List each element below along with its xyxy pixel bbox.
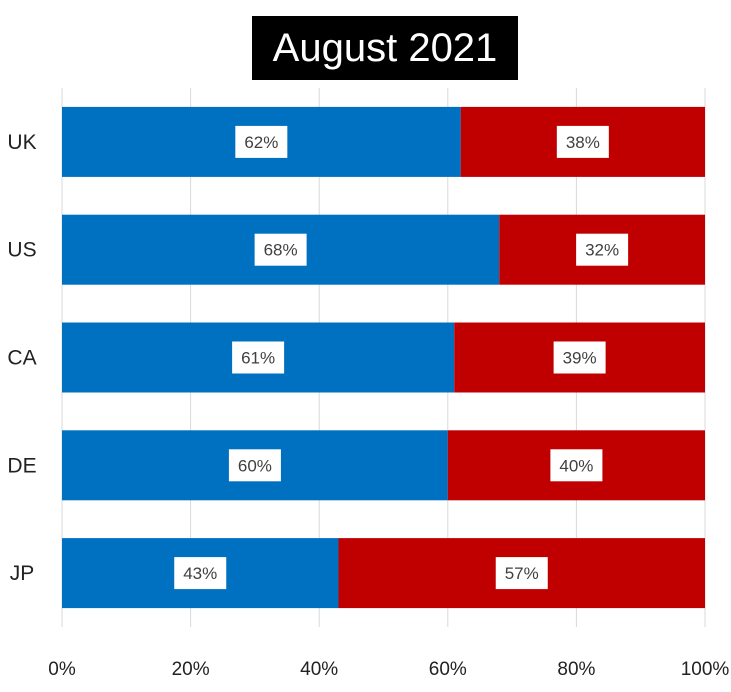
x-tick-label: 0% xyxy=(48,659,76,680)
data-label-box xyxy=(174,557,227,590)
data-label: 61% xyxy=(241,349,275,368)
x-tick-label: 40% xyxy=(300,659,338,680)
data-label-box xyxy=(550,449,603,482)
y-category-label: US xyxy=(7,239,36,262)
data-label: 60% xyxy=(238,456,272,475)
x-tick-label: 20% xyxy=(172,659,210,680)
data-label-box xyxy=(235,125,288,158)
y-category-label: JP xyxy=(10,562,35,585)
y-category-label: UK xyxy=(7,131,36,154)
chart-title: August 2021 xyxy=(252,16,518,80)
data-label: 38% xyxy=(566,133,600,152)
x-tick-label: 100% xyxy=(681,659,730,680)
y-category-label: DE xyxy=(7,454,36,477)
x-tick-label: 60% xyxy=(429,659,467,680)
data-label-box xyxy=(254,233,307,266)
data-label-box xyxy=(553,341,606,374)
data-label-box xyxy=(576,233,629,266)
data-label: 57% xyxy=(505,564,539,583)
data-label: 40% xyxy=(559,456,593,475)
data-label-box xyxy=(228,449,281,482)
data-label: 68% xyxy=(264,241,298,260)
data-label-box xyxy=(556,125,609,158)
data-label: 62% xyxy=(244,133,278,152)
x-tick-label: 80% xyxy=(557,659,595,680)
data-label-box xyxy=(495,557,548,590)
y-category-label: CA xyxy=(7,347,36,370)
data-label: 39% xyxy=(563,349,597,368)
data-label-box xyxy=(232,341,285,374)
data-label: 43% xyxy=(183,564,217,583)
data-label: 32% xyxy=(585,241,619,260)
